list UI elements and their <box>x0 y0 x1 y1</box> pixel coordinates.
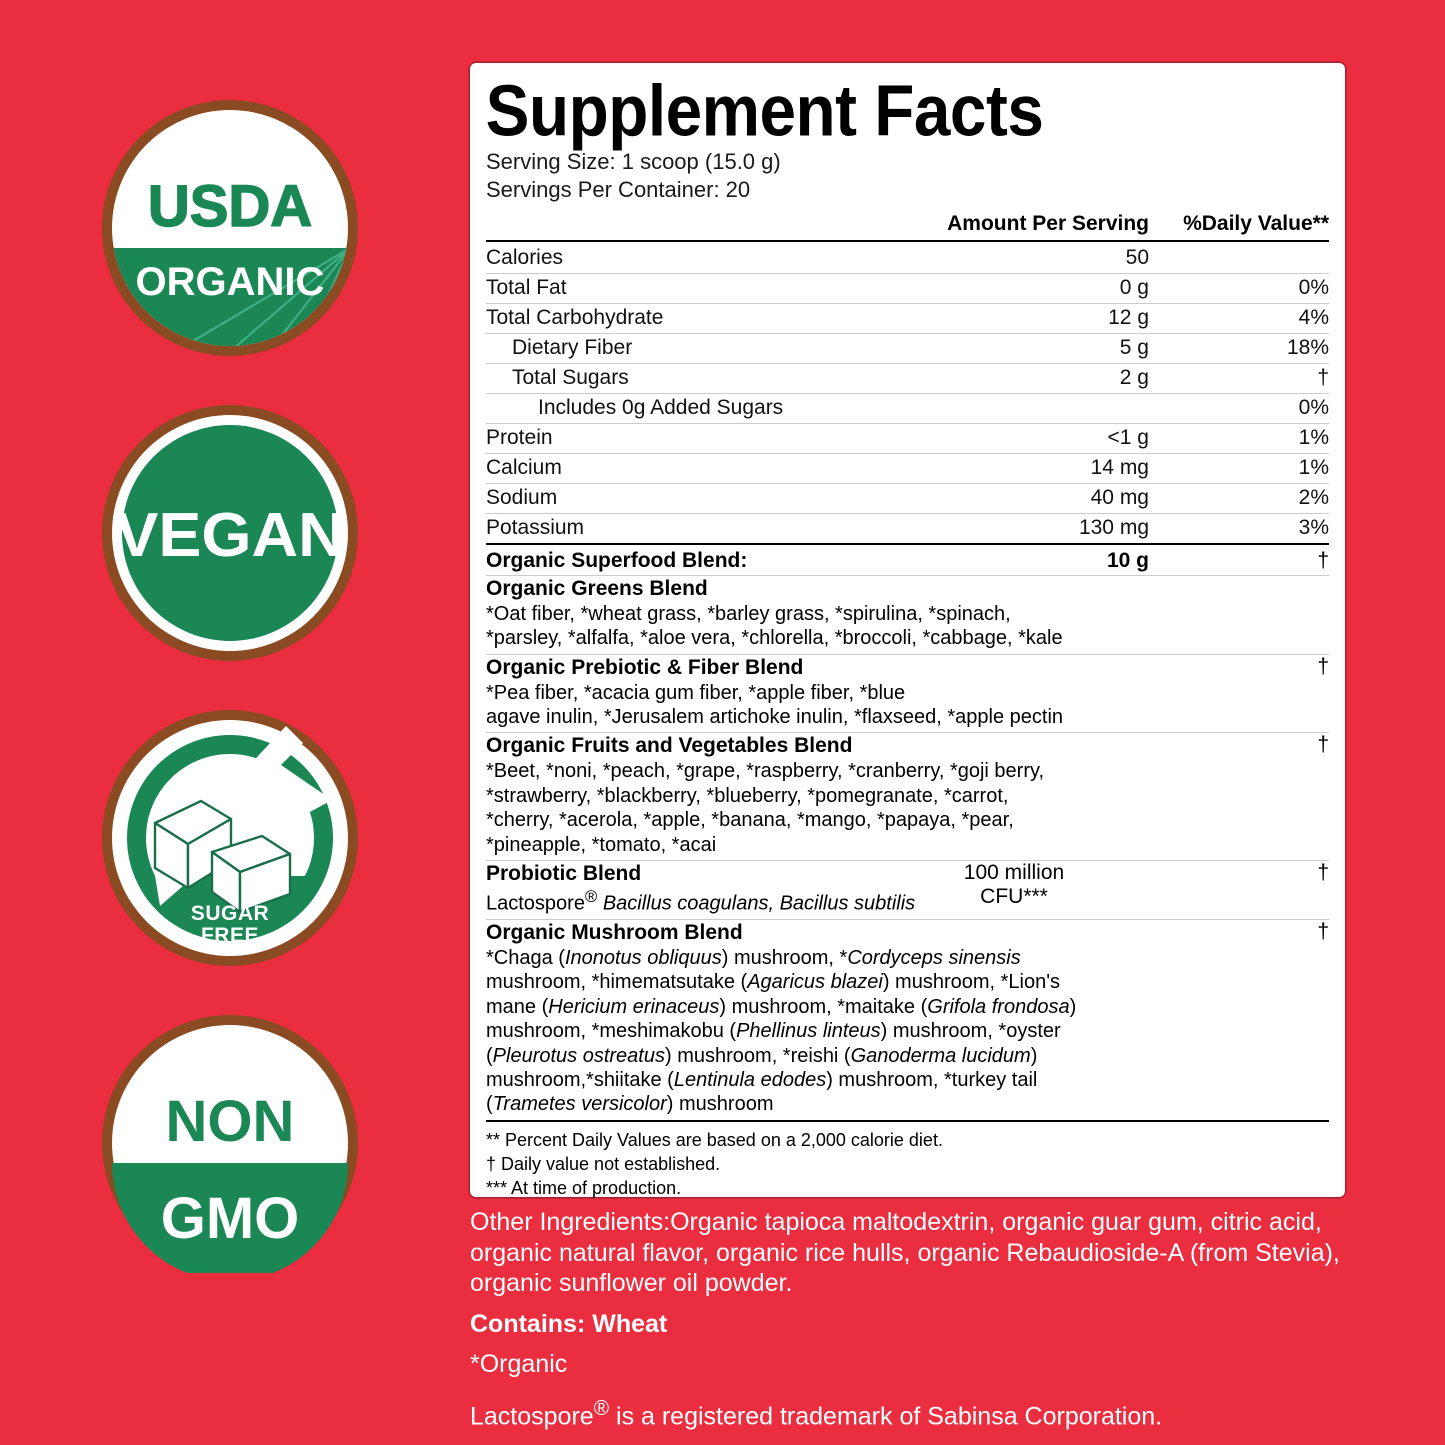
svg-text:SUGAR: SUGAR <box>191 902 269 925</box>
svg-text:NON: NON <box>166 1089 295 1154</box>
svg-text:FREE: FREE <box>201 924 259 947</box>
svg-text:ORGANIC: ORGANIC <box>136 260 325 304</box>
svg-text:USDA: USDA <box>148 174 312 239</box>
svg-text:GMO: GMO <box>161 1186 300 1251</box>
svg-text:VEGAN: VEGAN <box>115 501 344 570</box>
